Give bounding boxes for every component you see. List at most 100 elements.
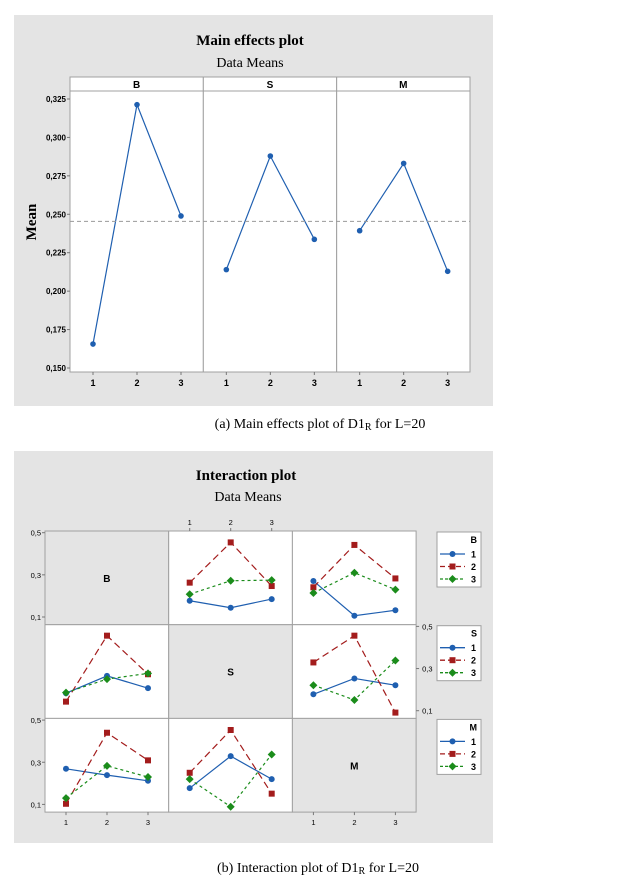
circle-marker — [186, 785, 193, 792]
caption-a: (a) Main effects plot of D1R for L=20 — [215, 417, 426, 433]
legend-entry-label: 2 — [471, 562, 476, 572]
diamond-marker — [62, 688, 70, 697]
circle-marker — [351, 675, 358, 682]
data-point — [90, 341, 96, 347]
y-tick-label: 0,250 — [46, 210, 67, 219]
square-marker — [449, 750, 456, 757]
circle-marker — [310, 577, 317, 584]
x-tick-label: 1 — [224, 378, 229, 388]
x-tick-label: 2 — [229, 518, 233, 527]
main-effects-chart: Main effects plot Data Means Mean B 1 2 3 S 1… — [14, 15, 493, 433]
x-tick-label: 2 — [268, 378, 273, 388]
panel-label: B — [133, 80, 140, 91]
y-tick-label: 0,1 — [31, 613, 41, 622]
circle-marker — [449, 738, 456, 745]
circle-marker — [104, 772, 110, 779]
x-tick-label: 1 — [64, 818, 68, 827]
data-point — [134, 101, 140, 108]
legend-entry-label: 2 — [471, 656, 476, 666]
circle-marker — [449, 551, 456, 557]
square-marker — [449, 563, 456, 570]
x-tick-label: 1 — [357, 378, 362, 388]
diamond-marker — [350, 568, 359, 577]
x-tick-label: 2 — [401, 378, 406, 388]
diamond-marker — [267, 576, 276, 585]
diamond-marker — [448, 668, 457, 677]
y-tick-label: 0,3 — [422, 665, 432, 674]
data-point — [400, 160, 407, 167]
square-marker — [392, 709, 399, 716]
circle-marker — [392, 682, 399, 689]
circle-marker — [449, 644, 456, 651]
circle-marker — [227, 753, 234, 760]
x-tick-label: 1 — [311, 818, 315, 827]
y-tick-label: 0,325 — [46, 95, 67, 104]
factor-label: S — [227, 668, 234, 679]
square-marker — [145, 757, 151, 764]
cell-S-M — [291, 624, 417, 719]
x-tick-label: 2 — [105, 818, 109, 827]
x-tick-label: 3 — [445, 378, 450, 388]
legend-box — [436, 531, 482, 588]
circle-marker — [186, 597, 193, 604]
diamond-marker — [144, 773, 152, 782]
legend-S: S 1 2 3 — [436, 625, 482, 682]
legend-entry-label: 3 — [471, 575, 476, 585]
data-point — [444, 268, 451, 275]
factor-label: B — [103, 574, 110, 585]
square-marker — [227, 727, 234, 734]
square-marker — [104, 729, 110, 736]
panel-label: S — [267, 80, 274, 91]
chart-subtitle: Data Means — [214, 490, 281, 505]
circle-marker — [63, 765, 69, 772]
x-tick-label: 3 — [312, 378, 317, 388]
data-point — [356, 227, 363, 234]
data-point — [223, 266, 230, 273]
square-marker — [392, 575, 399, 582]
square-marker — [186, 769, 193, 776]
legend-B: B 1 2 3 — [436, 531, 482, 588]
panel-B — [69, 90, 204, 373]
y-tick-label: 0,3 — [31, 571, 41, 580]
legend-title: M — [470, 722, 478, 732]
y-tick-label: 0,300 — [46, 133, 67, 142]
square-marker — [351, 541, 358, 548]
square-marker — [268, 583, 275, 590]
panel-M — [336, 90, 471, 373]
legend-box — [436, 625, 482, 682]
legend-entry-label: 2 — [471, 749, 476, 759]
square-marker — [63, 698, 69, 705]
y-tick-label: 0,5 — [31, 716, 41, 725]
panel-strip — [336, 76, 471, 92]
x-tick-label: 3 — [393, 818, 397, 827]
diamond-marker — [62, 794, 70, 803]
diamond-marker — [391, 656, 400, 665]
circle-marker — [351, 612, 358, 619]
square-marker — [310, 659, 317, 666]
diamond-marker — [103, 761, 111, 770]
legend-M: M 1 2 3 — [436, 718, 482, 775]
legend-entry-label: 1 — [471, 737, 476, 747]
panel-S — [202, 90, 338, 373]
y-axis-label: Mean — [24, 203, 40, 240]
y-tick-label: 0,175 — [46, 326, 67, 335]
legend-entry-label: 3 — [471, 762, 476, 772]
x-tick-label: 1 — [90, 378, 95, 388]
circle-marker — [145, 685, 151, 692]
y-tick-label: 0,225 — [46, 249, 67, 258]
circle-marker — [392, 607, 399, 614]
y-tick-label: 0,1 — [422, 707, 432, 716]
y-tick-label: 0,200 — [46, 287, 67, 296]
diamond-marker — [309, 588, 318, 597]
y-tick-label: 0,1 — [31, 800, 41, 809]
diamond-marker — [226, 802, 235, 811]
data-point — [267, 153, 274, 159]
x-tick-label: 2 — [134, 378, 139, 388]
x-tick-label: 1 — [188, 518, 192, 527]
legend-entry-label: 1 — [471, 643, 476, 653]
legend-entry-label: 1 — [471, 550, 476, 560]
square-marker — [449, 657, 456, 664]
square-marker — [351, 632, 358, 639]
diamond-marker — [391, 585, 400, 594]
